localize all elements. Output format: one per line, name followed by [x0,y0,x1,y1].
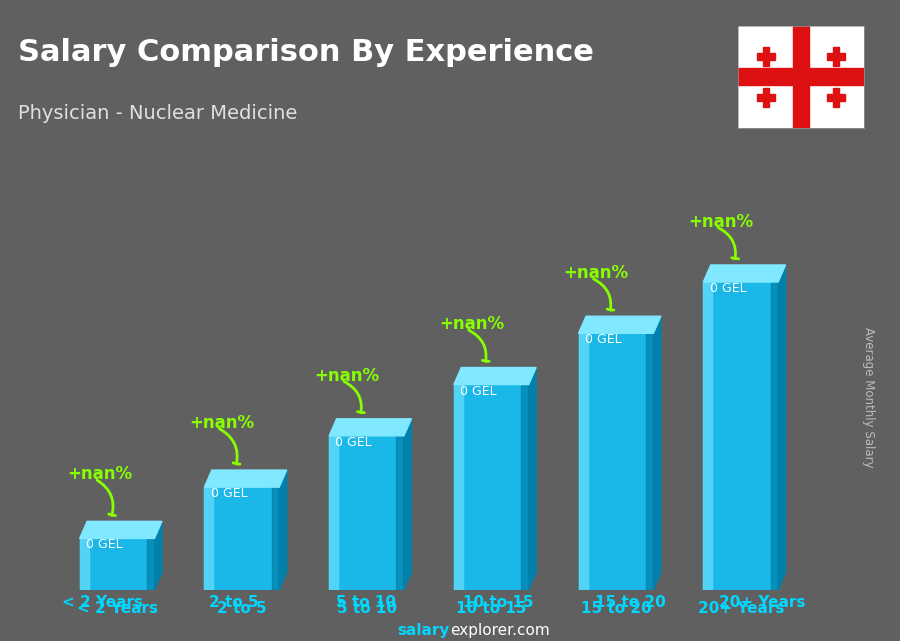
Text: 0 GEL: 0 GEL [86,538,122,551]
Text: +nan%: +nan% [439,315,504,333]
Text: +nan%: +nan% [563,264,629,282]
Bar [454,385,528,590]
Polygon shape [155,521,162,590]
Bar [762,88,769,107]
Bar [793,26,809,128]
Text: salary: salary [398,623,450,638]
Bar [329,436,404,590]
Text: 0 GEL: 0 GEL [709,282,746,295]
Polygon shape [653,316,661,590]
Bar [272,487,279,590]
Bar [827,53,845,60]
Text: explorer.com: explorer.com [450,623,550,638]
Bar [827,94,845,101]
Polygon shape [329,419,411,436]
Text: Salary Comparison By Experience: Salary Comparison By Experience [18,38,594,67]
Bar [703,282,712,590]
Text: 0 GEL: 0 GEL [336,436,372,449]
Bar [397,436,404,590]
Text: 20+ Years: 20+ Years [719,595,806,610]
Text: 2 to 5: 2 to 5 [217,601,266,617]
Bar [646,333,653,590]
Polygon shape [279,470,287,590]
Bar [738,69,864,85]
Text: +nan%: +nan% [68,465,132,483]
Text: 0 GEL: 0 GEL [211,487,248,500]
Text: 0 GEL: 0 GEL [585,333,621,346]
Text: < 2 Years: < 2 Years [61,595,142,610]
Bar [833,88,840,107]
Bar [147,538,155,590]
Polygon shape [454,367,536,385]
Bar [703,282,778,590]
Bar [579,333,588,590]
Polygon shape [703,265,786,282]
Bar [80,538,155,590]
Text: 5 to 10: 5 to 10 [336,595,396,610]
Text: +nan%: +nan% [688,213,753,231]
Polygon shape [80,521,162,538]
Bar [757,94,775,101]
Text: 0 GEL: 0 GEL [460,385,497,397]
Polygon shape [528,367,536,590]
Bar [329,436,338,590]
Text: Physician - Nuclear Medicine: Physician - Nuclear Medicine [18,104,297,124]
Polygon shape [204,470,287,487]
Bar [762,47,769,66]
Bar [833,47,840,66]
Polygon shape [579,316,661,333]
Bar [521,385,528,590]
Bar [579,333,653,590]
Text: 10 to 15: 10 to 15 [456,601,526,617]
Text: 5 to 10: 5 to 10 [337,601,397,617]
Text: 15 to 20: 15 to 20 [595,595,665,610]
Bar [757,53,775,60]
Text: +nan%: +nan% [314,367,379,385]
Text: +nan%: +nan% [189,413,255,431]
Text: 20+ Years: 20+ Years [698,601,784,617]
Text: Average Monthly Salary: Average Monthly Salary [862,327,875,468]
Bar [204,487,279,590]
Bar [770,282,778,590]
Text: < 2 Years: < 2 Years [76,601,158,617]
Text: 2 to 5: 2 to 5 [209,595,259,610]
Bar [80,538,88,590]
Text: 15 to 20: 15 to 20 [580,601,652,617]
Polygon shape [404,419,411,590]
Polygon shape [778,265,786,590]
Bar [204,487,213,590]
Text: 10 to 15: 10 to 15 [463,595,534,610]
Bar [454,385,463,590]
